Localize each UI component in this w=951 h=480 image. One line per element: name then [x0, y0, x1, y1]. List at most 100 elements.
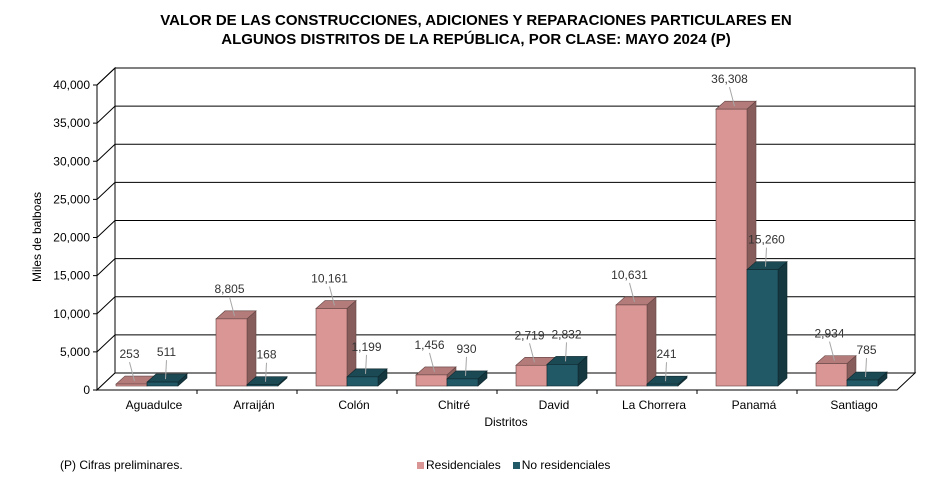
bar: [846, 371, 888, 387]
y-tick-label: 35,000: [53, 116, 90, 130]
bar-front: [146, 381, 179, 387]
gridlines: [96, 67, 915, 353]
data-label: 1,199: [351, 340, 381, 354]
data-label: 2,832: [551, 327, 581, 341]
bar-front: [715, 108, 748, 387]
leader-line: [265, 362, 267, 382]
leader-line: [865, 357, 867, 378]
bar-front: [746, 269, 779, 387]
bar-front: [446, 378, 479, 387]
legend-swatch-residenciales: [417, 461, 424, 469]
leader-line: [565, 342, 567, 362]
y-tick-label: 30,000: [53, 154, 90, 168]
data-label: 241: [656, 347, 676, 361]
bar-front: [646, 383, 679, 387]
bar-front: [215, 318, 248, 387]
leader-line: [129, 361, 135, 382]
y-axis-ticks: 0 5,000 10,000 15,000 20,000 25,000 30,000 35,0…: [53, 78, 897, 397]
x-axis-title: Distritos: [484, 415, 527, 429]
leader-line: [729, 87, 735, 107]
bar-front: [515, 364, 548, 387]
x-tick-label: David: [539, 398, 570, 412]
y-tick-label: 15,000: [53, 269, 90, 283]
x-tick-label: Panamá: [732, 398, 777, 412]
gridline: [96, 220, 915, 238]
bar-front: [246, 384, 279, 387]
x-tick-label: Arraiján: [233, 398, 274, 412]
leader-line: [665, 362, 667, 382]
data-label: 930: [456, 342, 476, 356]
gridline: [96, 181, 915, 200]
data-label: 8,805: [214, 282, 244, 296]
x-axis-ticks: Aguadulce Arraiján Colón Chitré David La Chor…: [126, 390, 878, 412]
bar: [646, 375, 688, 387]
bar: [246, 376, 288, 387]
gridline: [96, 258, 915, 276]
data-label: 1,456: [414, 338, 444, 352]
data-label: 10,631: [611, 268, 648, 282]
data-label: 253: [119, 347, 139, 361]
bar: [346, 368, 388, 387]
footnote: (P) Cifras preliminares.: [60, 458, 183, 472]
legend-item-no-residenciales: No residenciales: [512, 458, 611, 472]
y-tick-label: 10,000: [53, 307, 90, 321]
y-tick-label: 0: [83, 383, 90, 397]
bar: [546, 355, 588, 387]
data-label: 36,308: [711, 72, 748, 86]
legend-swatch-no-residenciales: [512, 461, 520, 469]
leader-line: [229, 296, 235, 316]
x-tick-label: Chitré: [438, 398, 470, 412]
bar-front: [346, 376, 379, 387]
data-label: 511: [157, 345, 176, 359]
data-label: 2,934: [814, 327, 844, 341]
y-axis-title: Miles de balboas: [30, 192, 44, 282]
leader-line: [429, 352, 435, 373]
bar: [215, 310, 257, 387]
y-tick-label: 40,000: [53, 78, 90, 92]
bar-front: [615, 304, 648, 387]
data-label: 168: [256, 348, 276, 362]
legend-label-residenciales: Residenciales: [426, 458, 501, 472]
y-tick-label: 20,000: [53, 231, 90, 245]
x-tick-label: Aguadulce: [126, 398, 183, 412]
bar-side: [777, 260, 788, 387]
bar-front: [546, 364, 579, 387]
x-tick-label: Santiago: [830, 398, 878, 412]
leader-line: [765, 247, 767, 267]
bar: [746, 260, 788, 387]
bar-front: [846, 379, 879, 387]
data-label: 10,161: [311, 272, 348, 286]
bar: [446, 370, 488, 387]
bar: [315, 299, 357, 387]
bar-side: [246, 310, 257, 387]
leader-line: [165, 360, 167, 380]
leader-line: [365, 354, 367, 374]
bar-front: [115, 383, 148, 387]
gridline: [96, 105, 915, 124]
chart-title-line-1: VALOR DE LAS CONSTRUCCIONES, ADICIONES Y…: [160, 12, 791, 29]
leader-line: [465, 356, 467, 376]
bar: [146, 373, 188, 387]
gridline: [96, 67, 915, 86]
data-label: 785: [856, 343, 876, 357]
leader-line: [329, 286, 335, 306]
bar-side: [646, 296, 657, 387]
data-labels: 253 511 8,805 168 10,161 1,199 1,456 930 2,719 2,…: [119, 72, 876, 362]
data-label: 15,260: [748, 233, 785, 247]
leader-line: [829, 341, 835, 361]
legend-label-no-residenciales: No residenciales: [521, 458, 611, 472]
label-leader-lines: [129, 87, 867, 382]
bar-front: [815, 363, 848, 387]
bar: [615, 296, 657, 387]
y-tick-label: 25,000: [53, 192, 90, 206]
x-tick-label: La Chorrera: [622, 398, 686, 412]
bar-front: [415, 374, 448, 387]
bars: [115, 100, 888, 387]
x-tick-label: Colón: [338, 398, 369, 412]
leader-line: [629, 282, 635, 303]
legend: Residenciales No residenciales: [417, 458, 622, 472]
y-tick-label: 5,000: [60, 345, 90, 359]
data-label: 2,719: [514, 328, 544, 342]
gridline: [96, 143, 915, 162]
